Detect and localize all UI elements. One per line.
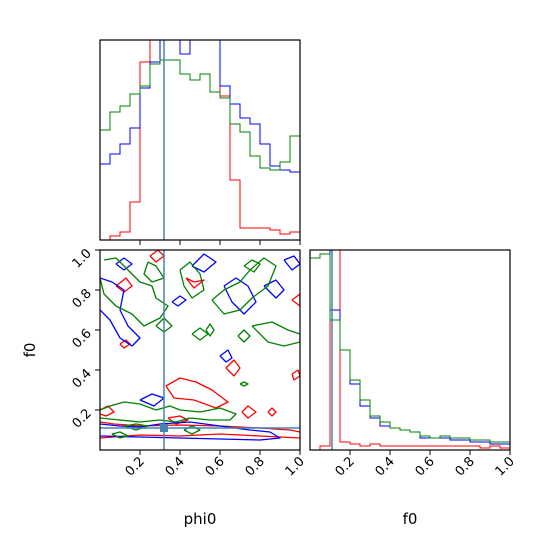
contour-series-0-6 xyxy=(267,407,277,417)
contour-series-2-13 xyxy=(251,321,300,347)
contour-series-1-4 xyxy=(171,295,187,307)
contour-series-1-6 xyxy=(223,277,257,315)
contour-series-0-5 xyxy=(241,405,257,419)
joint-truth-marker xyxy=(160,424,168,432)
f0-marginal-xtick-label: 0.2 xyxy=(333,454,358,479)
contour-series-0-10 xyxy=(291,293,300,307)
contour-series-0-11 xyxy=(115,277,133,293)
contour-series-2-6 xyxy=(211,257,277,315)
f0-marginal-x-axis-label: f0 xyxy=(403,510,418,528)
contour-series-1-7 xyxy=(263,279,285,299)
contour-series-2-4 xyxy=(143,261,165,283)
f0-marginal-xtick-label: 0.4 xyxy=(373,454,398,479)
contour-series-1-5 xyxy=(191,253,217,273)
contour-series-1-3 xyxy=(115,257,133,271)
contour-series-0-0 xyxy=(100,421,300,433)
joint-ytick-label: 0.2 xyxy=(70,406,95,431)
contour-series-2-5 xyxy=(179,261,205,299)
contour-series-0-1 xyxy=(100,433,300,439)
contour-series-0-7 xyxy=(291,369,300,381)
contour-series-1-1 xyxy=(139,393,165,407)
contour-series-2-8 xyxy=(155,317,173,333)
joint-ytick-label: 0.6 xyxy=(70,326,95,351)
f0-hist-series-0 xyxy=(310,250,510,450)
contour-series-1-8 xyxy=(283,255,300,271)
phi0-hist-series-0 xyxy=(100,40,300,240)
joint-ytick-label: 1.0 xyxy=(70,246,95,271)
joint-x-axis-label: phi0 xyxy=(184,510,217,528)
contour-series-1-2 xyxy=(100,277,141,347)
joint-xtick-label: 0.8 xyxy=(243,454,268,479)
joint-axes-frame xyxy=(99,249,301,451)
contour-series-2-1 xyxy=(111,431,129,439)
f0-marginal-xtick-label: 0.8 xyxy=(453,454,478,479)
contour-series-0-12 xyxy=(185,277,205,289)
joint-ytick-label: 0.8 xyxy=(70,286,95,311)
contour-series-2-11 xyxy=(237,329,251,343)
phi0-marginal-axes-frame xyxy=(99,39,301,241)
contour-series-2-7 xyxy=(243,259,261,273)
contour-series-1-9 xyxy=(219,349,233,363)
contour-series-0-8 xyxy=(225,359,241,377)
contour-series-0-13 xyxy=(149,250,165,263)
joint-xtick-label: 1.0 xyxy=(283,454,308,479)
contour-series-2-3 xyxy=(100,257,169,327)
phi0-hist-series-2 xyxy=(100,59,300,240)
joint-ytick-label: 0.4 xyxy=(70,366,95,391)
f0-hist-series-2 xyxy=(310,253,510,450)
joint-xtick-label: 0.6 xyxy=(203,454,228,479)
f0-marginal-xtick-label: 1.0 xyxy=(493,454,518,479)
f0-marginal-axes-frame xyxy=(309,249,511,451)
phi0-hist-series-1 xyxy=(100,40,300,240)
joint-xtick-label: 0.4 xyxy=(163,454,188,479)
contour-series-2-0 xyxy=(100,401,237,423)
f0-marginal-xtick-label: 0.6 xyxy=(413,454,438,479)
contour-series-2-10 xyxy=(205,323,215,337)
contour-series-2-2 xyxy=(183,425,201,435)
contour-series-0-3 xyxy=(165,377,229,409)
joint-xtick-label: 0.2 xyxy=(123,454,148,479)
contour-series-1-0 xyxy=(100,421,281,441)
joint-y-axis-label: f0 xyxy=(21,343,39,358)
contour-series-2-12 xyxy=(239,381,249,387)
contour-series-2-9 xyxy=(191,327,209,341)
